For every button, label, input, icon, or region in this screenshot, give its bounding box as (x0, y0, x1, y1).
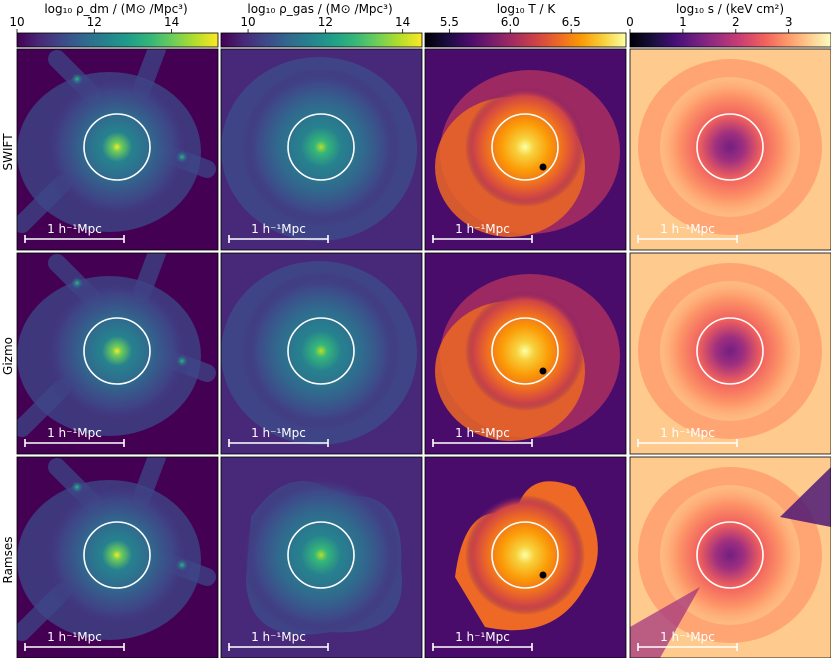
colorbar-tick-label: 3 (785, 15, 793, 29)
panel-gizmo-entropy: 1 h⁻¹Mpc (629, 252, 831, 455)
gas-core (241, 271, 401, 431)
panel-frame (16, 456, 219, 658)
virial-radius-circle (287, 521, 355, 589)
virial-radius-circle (287, 113, 355, 181)
gas-core (241, 67, 401, 227)
row-label-swift: SWIFT (1, 133, 15, 171)
cold-clump (539, 571, 547, 579)
gas-core (241, 475, 401, 635)
panel-frame (424, 456, 627, 658)
colorbar-tick-label: 10 (240, 15, 255, 29)
panel-frame (220, 48, 423, 251)
panel-swift-gas-density: 1 h⁻¹Mpc (220, 48, 423, 251)
subhalo (71, 73, 83, 85)
panel-frame (424, 252, 627, 455)
panel-ramses-dm-density: 1 h⁻¹Mpc (16, 456, 219, 658)
scale-bar-label: 1 h⁻¹Mpc (660, 630, 715, 644)
row-label-ramses: Ramses (1, 536, 15, 583)
scale-bar-label: 1 h⁻¹Mpc (455, 222, 510, 236)
panel-frame (629, 252, 831, 455)
panel-grid: 1 h⁻¹Mpc 1 h⁻¹Mpc 1 h⁻¹Mpc 1 h⁻¹Mpc 1 h⁻¹Mpc… (16, 48, 831, 658)
panel-frame (629, 48, 831, 251)
low-entropy-core (660, 77, 800, 217)
virial-radius-circle (696, 317, 764, 385)
row-label-gizmo: Gizmo (1, 337, 15, 375)
colorbar-label-entropy: log₁₀ s / (keV cm²) (676, 2, 784, 16)
scale-bar-label: 1 h⁻¹Mpc (660, 222, 715, 236)
colorbar-tick-label: 14 (164, 15, 179, 29)
scale-bar-label: 1 h⁻¹Mpc (251, 222, 306, 236)
colorbar-temperature (424, 32, 627, 48)
colorbar-gas-density (220, 32, 423, 48)
virial-radius-circle (696, 521, 764, 589)
panel-swift-temperature: 1 h⁻¹Mpc (424, 48, 627, 251)
panel-frame (220, 252, 423, 455)
panel-frame (220, 456, 423, 658)
colorbar-tick-label: 2 (732, 15, 740, 29)
colorbar-tick-label: 12 (87, 15, 102, 29)
colorbar-label-dm: log₁₀ ρ_dm / (M⊙ /Mpc³) (44, 2, 187, 16)
scale-bar-label: 1 h⁻¹Mpc (47, 630, 102, 644)
virial-radius-circle (83, 521, 151, 589)
scale-bar-label: 1 h⁻¹Mpc (47, 222, 102, 236)
colorbar-dm-density (16, 32, 219, 48)
subhalo (71, 481, 83, 493)
scale-bar-label: 1 h⁻¹Mpc (251, 630, 306, 644)
panel-gizmo-gas-density: 1 h⁻¹Mpc (220, 252, 423, 455)
virial-radius-circle (491, 113, 559, 181)
panel-frame (629, 456, 831, 658)
colorbar-tick-label: 5.5 (440, 15, 459, 29)
low-entropy-stream (780, 467, 831, 527)
panel-ramses-temperature: 1 h⁻¹Mpc (424, 456, 627, 658)
panel-gizmo-dm-density: 1 h⁻¹Mpc (16, 252, 219, 455)
panel-ramses-entropy: 1 h⁻¹Mpc (629, 456, 831, 658)
colorbar-tick-label: 0 (626, 15, 634, 29)
panel-gizmo-temperature: 1 h⁻¹Mpc (424, 252, 627, 455)
cold-clump (539, 367, 547, 375)
virial-radius-circle (696, 113, 764, 181)
hot-core (465, 291, 585, 411)
low-entropy-core (660, 281, 800, 421)
colorbar-tick-label: 6.5 (562, 15, 581, 29)
panel-frame (424, 48, 627, 251)
hot-core (465, 495, 585, 615)
colorbar-entropy (629, 32, 831, 48)
colorbars: 10 12 14 10 12 14 5.5 6.0 6.5 0 1 2 3 (9, 15, 831, 48)
colorbar-tick-label: 10 (9, 15, 24, 29)
low-entropy-stream (630, 587, 700, 658)
cold-clump (539, 163, 547, 171)
colorbar-label-gas: log₁₀ ρ_gas / (M⊙ /Mpc³) (247, 2, 392, 16)
hot-core (465, 87, 585, 207)
halo-core (42, 480, 192, 630)
panel-ramses-gas-density: 1 h⁻¹Mpc (220, 456, 423, 658)
virial-radius-circle (287, 317, 355, 385)
scale-bar-label: 1 h⁻¹Mpc (455, 630, 510, 644)
subhalo (176, 355, 188, 367)
halo-core (42, 72, 192, 222)
panel-frame (16, 252, 219, 455)
colorbar-tick-label: 6.0 (501, 15, 520, 29)
colorbar-tick-label: 12 (318, 15, 333, 29)
colorbar-tick-label: 14 (395, 15, 410, 29)
virial-radius-circle (491, 521, 559, 589)
colorbar-tick-label: 1 (679, 15, 687, 29)
panel-swift-dm-density: 1 h⁻¹Mpc (16, 48, 219, 251)
panel-swift-entropy: 1 h⁻¹Mpc (629, 48, 831, 251)
colorbar-label-temperature: log₁₀ T / K (497, 2, 557, 16)
scale-bar-label: 1 h⁻¹Mpc (660, 426, 715, 440)
halo-core (42, 276, 192, 426)
subhalo (176, 151, 188, 163)
virial-radius-circle (491, 317, 559, 385)
virial-radius-circle (83, 317, 151, 385)
subhalo (71, 277, 83, 289)
scale-bar-label: 1 h⁻¹Mpc (455, 426, 510, 440)
scale-bar-label: 1 h⁻¹Mpc (251, 426, 306, 440)
virial-radius-circle (83, 113, 151, 181)
scale-bar-label: 1 h⁻¹Mpc (47, 426, 102, 440)
subhalo (176, 559, 188, 571)
panel-frame (16, 48, 219, 251)
